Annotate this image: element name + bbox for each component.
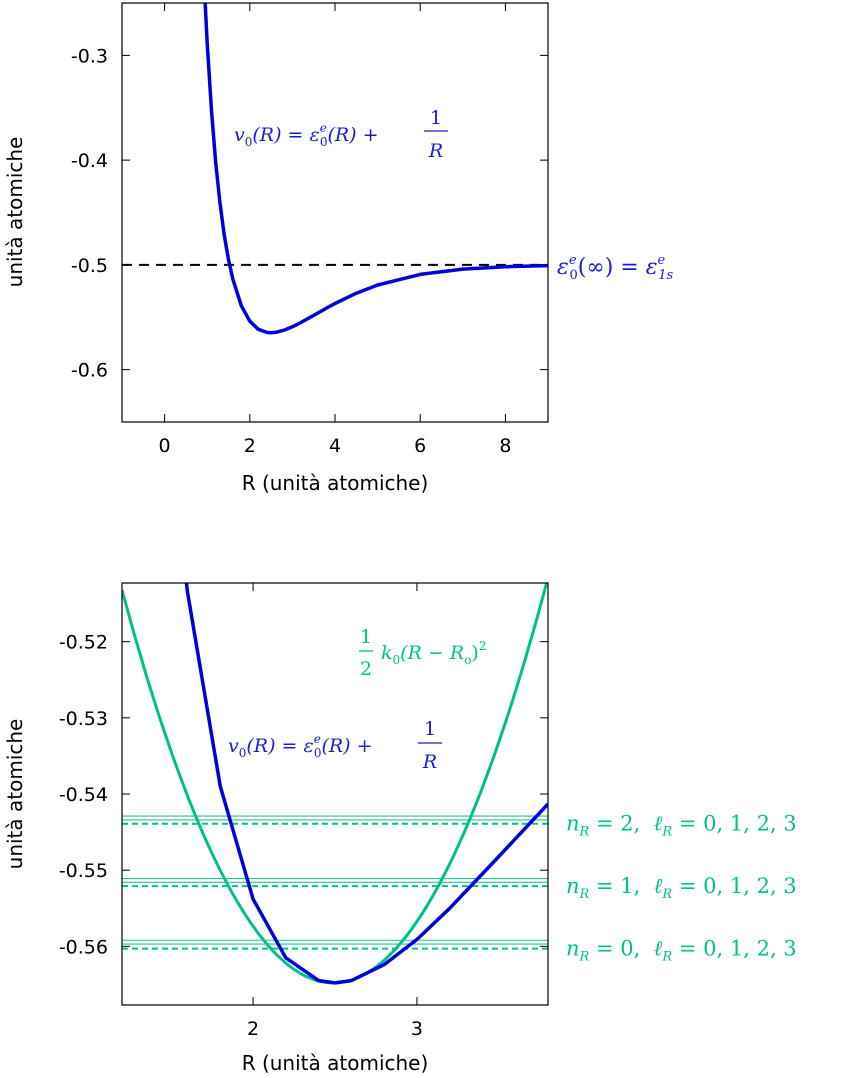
harmonic-label-numerator: 1 bbox=[360, 626, 372, 648]
top-x-axis-label: R (unità atomiche) bbox=[242, 471, 429, 495]
potential-curve-v0 bbox=[203, 3, 548, 335]
asymptote-label: εe 0(∞) = εe 1s bbox=[557, 253, 674, 283]
bottom-y-tick-label: -0.56 bbox=[59, 936, 108, 958]
top-y-axis-label: unità atomiche bbox=[3, 137, 27, 288]
top-y-tick-label: -0.5 bbox=[71, 255, 108, 277]
top-x-tick-label: 2 bbox=[244, 435, 256, 457]
bottom-x-tick-label: 2 bbox=[247, 1018, 259, 1040]
top-x-tick-label: 4 bbox=[329, 435, 341, 457]
bottom-curve-label: v0(R) = εe 0(R) + bbox=[228, 732, 373, 760]
bottom-plot-frame bbox=[121, 582, 549, 1006]
top-plot: 0 2 4 6 8 -0.3 -0.4 -0.5 -0.6 R (unità atomiche)… bbox=[3, 2, 674, 495]
level-label-n0: nR = 0, ℓR = 0, 1, 2, 3 bbox=[566, 937, 797, 965]
level-label-n1: nR = 1, ℓR = 0, 1, 2, 3 bbox=[566, 874, 797, 902]
bottom-y-tick-label: -0.52 bbox=[59, 632, 108, 654]
bottom-plot: 2 3 -0.52 -0.53 -0.54 -0.55 -0.56 R (unità ato… bbox=[3, 582, 797, 1075]
bottom-y-axis-label: unità atomiche bbox=[3, 719, 27, 870]
top-curve-label-denominator: R bbox=[428, 140, 443, 162]
harmonic-label-denominator: 2 bbox=[360, 658, 372, 680]
bottom-curve-label-numerator: 1 bbox=[424, 718, 436, 740]
top-y-tick-label: -0.6 bbox=[71, 360, 108, 382]
bottom-curve-label-denominator: R bbox=[422, 751, 437, 773]
top-x-tick-label: 8 bbox=[499, 435, 511, 457]
top-x-tick-label: 0 bbox=[159, 435, 171, 457]
top-x-tick-label: 6 bbox=[414, 435, 426, 457]
top-curve-label-numerator: 1 bbox=[430, 107, 442, 129]
bottom-y-tick-label: -0.54 bbox=[59, 784, 108, 806]
harmonic-label: k0(R − Ro)2 bbox=[381, 639, 486, 667]
top-y-tick-label: -0.3 bbox=[71, 45, 108, 67]
bottom-x-axis-label: R (unità atomiche) bbox=[242, 1051, 429, 1075]
potential-curve-v0 bbox=[184, 583, 548, 985]
level-label-n2: nR = 2, ℓR = 0, 1, 2, 3 bbox=[566, 812, 797, 840]
top-y-tick-label: -0.4 bbox=[71, 150, 108, 172]
top-plot-frame bbox=[121, 2, 549, 423]
bottom-y-tick-label: -0.53 bbox=[59, 708, 108, 730]
top-curve-label: v0(R) = εe 0(R) + bbox=[234, 121, 379, 149]
bottom-x-tick-label: 3 bbox=[411, 1018, 423, 1040]
bottom-y-tick-label: -0.55 bbox=[59, 860, 108, 882]
